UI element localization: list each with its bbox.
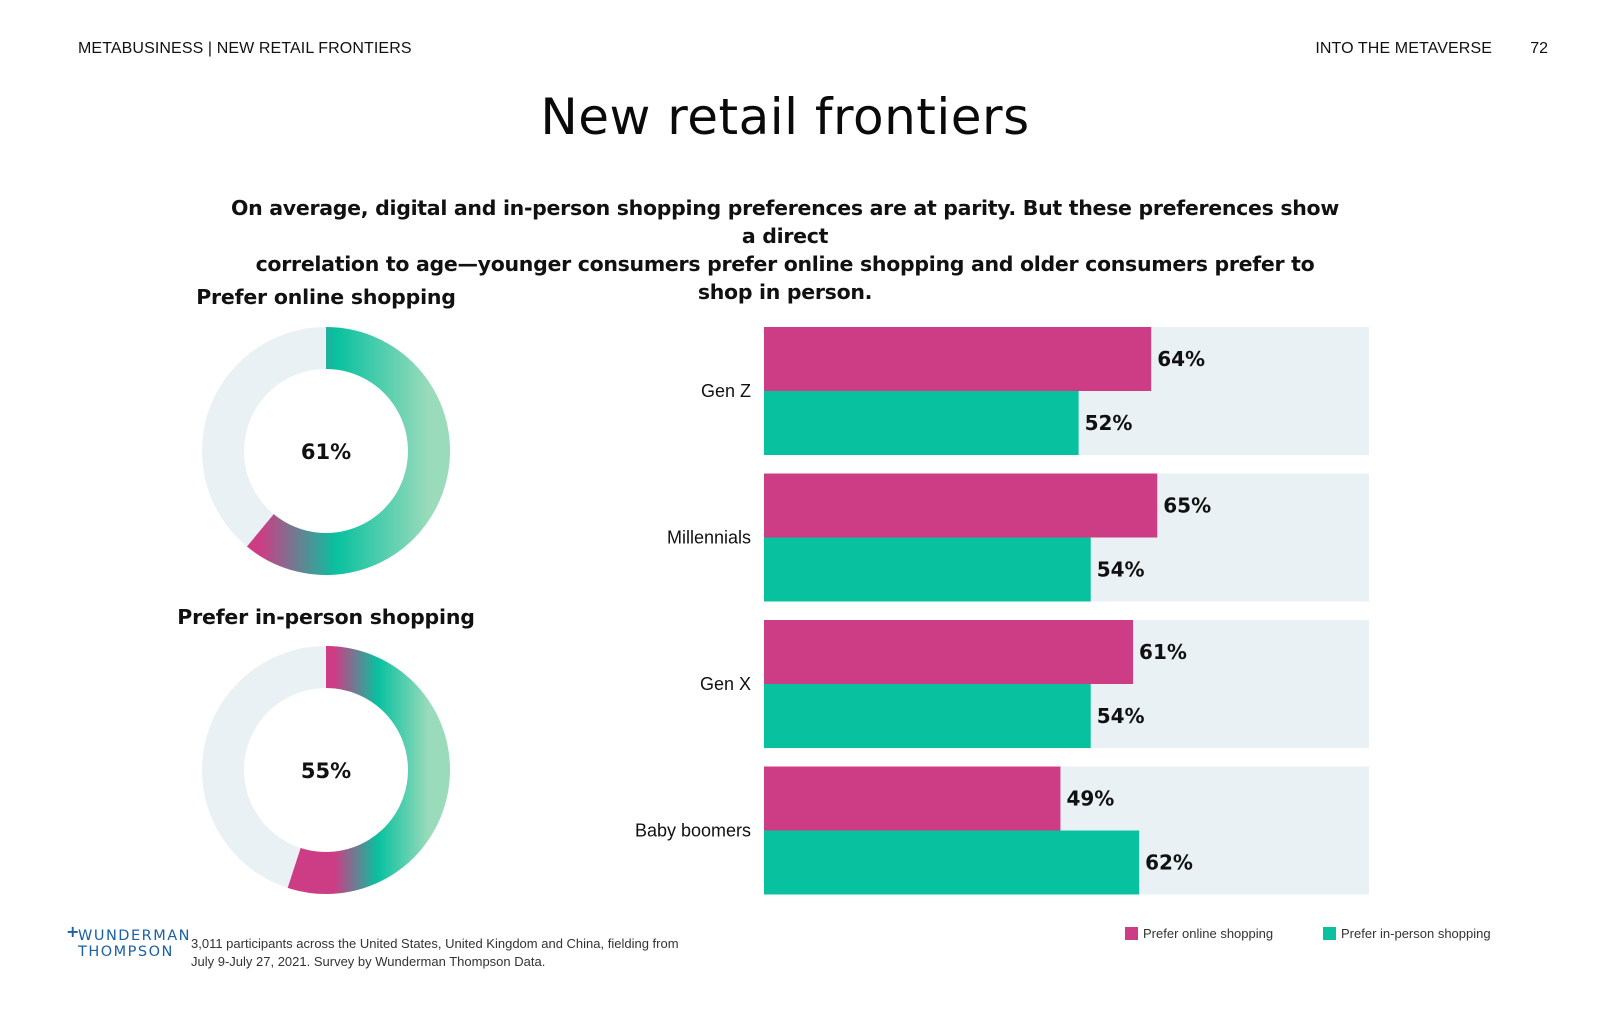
page-subtitle: On average, digital and in-person shoppi… bbox=[230, 194, 1340, 306]
donut-value-arc bbox=[246, 327, 450, 575]
subtitle-line-1: On average, digital and in-person shoppi… bbox=[231, 196, 1339, 248]
wunderman-thompson-logo: + WUNDERMAN THOMPSON bbox=[66, 924, 191, 961]
logo-plus-icon: + bbox=[66, 922, 81, 941]
bar-value-label: 61% bbox=[1139, 640, 1187, 664]
donut-chart-online: 61% bbox=[202, 327, 450, 575]
category-label: Gen Z bbox=[701, 381, 751, 401]
survey-footnote: 3,011 participants across the United Sta… bbox=[191, 935, 751, 971]
bar-value-label: 54% bbox=[1097, 558, 1145, 582]
bar-in-person bbox=[764, 684, 1091, 748]
bar-value-label: 49% bbox=[1066, 787, 1114, 811]
category-label: Baby boomers bbox=[635, 821, 751, 841]
bar-online bbox=[764, 620, 1134, 684]
page-title: New retail frontiers bbox=[540, 88, 1030, 146]
bar-value-label: 52% bbox=[1085, 411, 1133, 435]
bar-online bbox=[764, 766, 1061, 831]
bar-value-label: 54% bbox=[1097, 704, 1145, 728]
legend-item-online: Prefer online shopping bbox=[1125, 926, 1273, 941]
legend-swatch-online bbox=[1125, 927, 1138, 940]
header-section-title: METABUSINESS | NEW RETAIL FRONTIERS bbox=[78, 40, 412, 57]
donut-in-person-title: Prefer in-person shopping bbox=[177, 605, 475, 629]
donut-chart-in-person: 55% bbox=[202, 646, 450, 894]
logo-line-2: THOMPSON bbox=[78, 944, 174, 960]
bar-value-label: 64% bbox=[1157, 347, 1205, 371]
legend-swatch-in-person bbox=[1323, 927, 1336, 940]
legend-label-online: Prefer online shopping bbox=[1143, 926, 1274, 941]
footnote-line-1: 3,011 participants across the United Sta… bbox=[191, 936, 679, 951]
category-label: Millennials bbox=[667, 528, 751, 548]
donut-value-label: 55% bbox=[301, 759, 351, 783]
footnote-line-2: July 9-July 27, 2021. Survey by Wunderma… bbox=[191, 954, 546, 969]
bar-in-person bbox=[764, 391, 1079, 455]
legend-item-in-person: Prefer in-person shopping bbox=[1323, 926, 1491, 941]
header-report-title: INTO THE METAVERSE bbox=[1315, 40, 1492, 57]
page-number: 72 bbox=[1530, 40, 1548, 57]
logo-line-1: WUNDERMAN bbox=[78, 928, 191, 944]
legend-label-in-person: Prefer in-person shopping bbox=[1341, 926, 1491, 941]
subtitle-line-2: correlation to age—younger consumers pre… bbox=[255, 252, 1315, 304]
donut-online-title: Prefer online shopping bbox=[196, 285, 456, 309]
bar-online bbox=[764, 473, 1158, 538]
bar-online bbox=[764, 327, 1152, 391]
donut-value-label: 61% bbox=[301, 440, 351, 464]
bar-in-person bbox=[764, 830, 1140, 895]
bar-value-label: 65% bbox=[1163, 494, 1211, 518]
bar-value-label: 62% bbox=[1145, 851, 1193, 875]
donut-value-arc bbox=[287, 646, 450, 894]
bar-in-person bbox=[764, 537, 1091, 602]
bar-chart-age-groups: Gen Z 64% 52% Millennials 65% 54% Gen X 61% 54% B… bbox=[635, 327, 1369, 895]
category-label: Gen X bbox=[700, 674, 751, 694]
